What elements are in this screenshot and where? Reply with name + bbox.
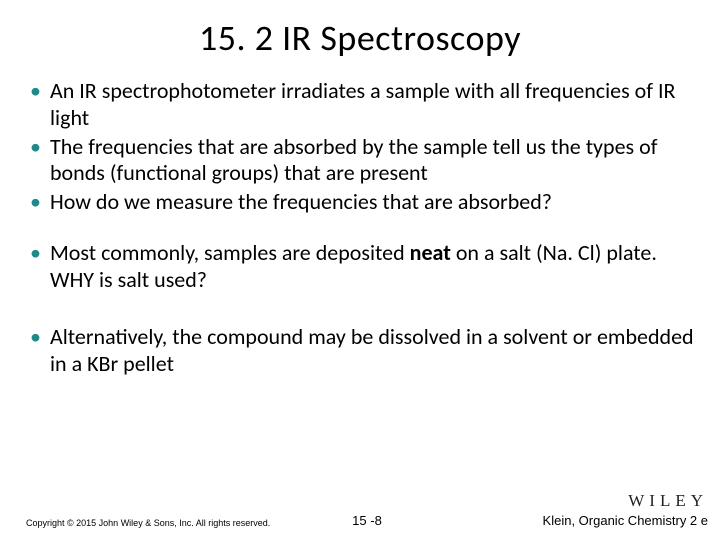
book-reference: Klein, Organic Chemistry 2 e [543, 513, 708, 528]
bullet-item: Most commonly, samples are deposited nea… [26, 240, 694, 294]
bullet-text-bold: neat [410, 239, 451, 266]
bullet-item: Alternatively, the compound may be disso… [26, 324, 694, 378]
bullet-item: An IR spectrophotometer irradiates a sam… [26, 78, 694, 132]
page-number: 15 -8 [352, 513, 382, 528]
copyright-text: Copyright © 2015 John Wiley & Sons, Inc.… [26, 518, 270, 528]
footer-right: WILEY Klein, Organic Chemistry 2 e [543, 491, 708, 528]
slide-title: 15. 2 IR Spectroscopy [26, 16, 694, 60]
footer: Copyright © 2015 John Wiley & Sons, Inc.… [26, 491, 708, 528]
bullet-list: An IR spectrophotometer irradiates a sam… [26, 78, 694, 377]
bullet-item: The frequencies that are absorbed by the… [26, 134, 694, 188]
slide-container: 15. 2 IR Spectroscopy An IR spectrophoto… [0, 0, 720, 540]
bullet-text-pre: Most commonly, samples are deposited [50, 239, 410, 266]
wiley-logo: WILEY [628, 491, 708, 511]
bullet-item: How do we measure the frequencies that a… [26, 189, 694, 216]
